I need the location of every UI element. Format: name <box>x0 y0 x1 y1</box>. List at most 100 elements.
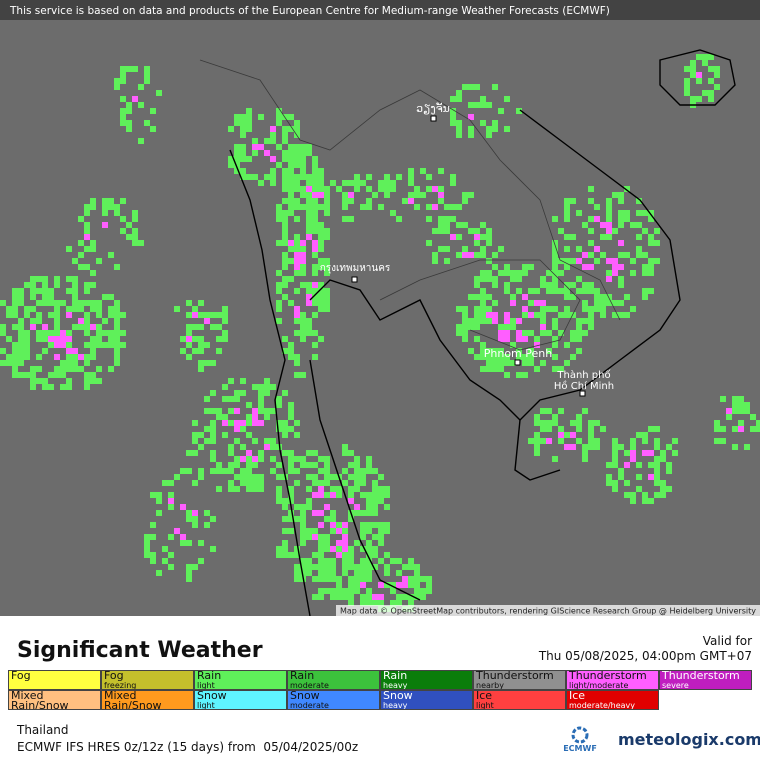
precip-cell <box>246 480 252 486</box>
precip-cell <box>252 414 258 420</box>
precip-cell <box>636 486 642 492</box>
precip-cell <box>306 318 312 324</box>
precip-cell <box>312 282 318 288</box>
precip-cell <box>84 300 90 306</box>
precip-cell <box>294 120 300 126</box>
precip-cell <box>666 444 672 450</box>
precip-cell <box>324 504 330 510</box>
precip-cell <box>570 432 576 438</box>
precip-cell <box>294 546 300 552</box>
precip-cell <box>528 330 534 336</box>
precip-cell <box>234 144 240 150</box>
precip-cell <box>336 588 342 594</box>
precip-cell <box>576 348 582 354</box>
precip-cell <box>282 264 288 270</box>
precip-cell <box>312 216 318 222</box>
precip-cell <box>132 234 138 240</box>
precip-cell <box>474 294 480 300</box>
precip-cell <box>372 192 378 198</box>
precip-cell <box>54 354 60 360</box>
precip-cell <box>372 480 378 486</box>
precip-cell <box>486 348 492 354</box>
precip-cell <box>570 282 576 288</box>
precip-cell <box>372 510 378 516</box>
precip-cell <box>504 372 510 378</box>
precip-cell <box>540 426 546 432</box>
precip-cell <box>114 330 120 336</box>
precip-cell <box>564 264 570 270</box>
precip-cell <box>612 192 618 198</box>
precip-cell <box>348 474 354 480</box>
precip-cell <box>606 258 612 264</box>
precip-cell <box>258 474 264 480</box>
precip-cell <box>282 528 288 534</box>
precip-cell <box>306 486 312 492</box>
precip-cell <box>318 486 324 492</box>
precip-cell <box>474 318 480 324</box>
precip-cell <box>114 204 120 210</box>
precip-cell <box>120 108 126 114</box>
precip-cell <box>744 444 750 450</box>
precip-cell <box>156 498 162 504</box>
precip-cell <box>294 258 300 264</box>
precip-cell <box>384 492 390 498</box>
precip-cell <box>54 366 60 372</box>
precip-cell <box>30 318 36 324</box>
precip-cell <box>276 402 282 408</box>
precip-cell <box>684 90 690 96</box>
precip-cell <box>192 312 198 318</box>
precip-cell <box>240 156 246 162</box>
precip-cell <box>312 492 318 498</box>
precip-cell <box>378 534 384 540</box>
precip-cell <box>318 534 324 540</box>
precip-cell <box>504 264 510 270</box>
precip-cell <box>96 330 102 336</box>
precip-cell <box>384 186 390 192</box>
precip-cell <box>288 126 294 132</box>
precip-cell <box>624 462 630 468</box>
precip-cell <box>294 552 300 558</box>
precip-cell <box>606 480 612 486</box>
precip-cell <box>456 222 462 228</box>
precip-cell <box>624 252 630 258</box>
precip-cell <box>564 288 570 294</box>
precip-cell <box>546 282 552 288</box>
precip-cell <box>564 198 570 204</box>
precip-cell <box>528 300 534 306</box>
precip-cell <box>582 456 588 462</box>
precip-cell <box>78 306 84 312</box>
precip-cell <box>636 474 642 480</box>
precip-cell <box>426 204 432 210</box>
precip-cell <box>300 318 306 324</box>
precip-cell <box>192 450 198 456</box>
precip-cell <box>486 132 492 138</box>
precip-cell <box>558 438 564 444</box>
attribution-bg <box>336 605 760 616</box>
precip-cell <box>342 204 348 210</box>
precip-cell <box>318 558 324 564</box>
precip-cell <box>186 312 192 318</box>
precip-cell <box>402 198 408 204</box>
precip-cell <box>114 324 120 330</box>
precip-cell <box>342 198 348 204</box>
precip-cell <box>66 306 72 312</box>
precip-cell <box>276 420 282 426</box>
precip-cell <box>384 570 390 576</box>
precip-cell <box>114 312 120 318</box>
precip-cell <box>246 108 252 114</box>
precip-cell <box>282 426 288 432</box>
precip-cell <box>102 330 108 336</box>
precip-cell <box>240 390 246 396</box>
island <box>659 49 736 106</box>
precip-cell <box>720 438 726 444</box>
precip-cell <box>276 114 282 120</box>
precip-cell <box>282 552 288 558</box>
precip-cell <box>300 174 306 180</box>
precip-cell <box>114 84 120 90</box>
precip-cell <box>66 342 72 348</box>
precip-cell <box>216 348 222 354</box>
precip-cell <box>276 300 282 306</box>
precip-cell <box>366 600 372 606</box>
precip-cell <box>84 360 90 366</box>
precip-cell <box>60 300 66 306</box>
